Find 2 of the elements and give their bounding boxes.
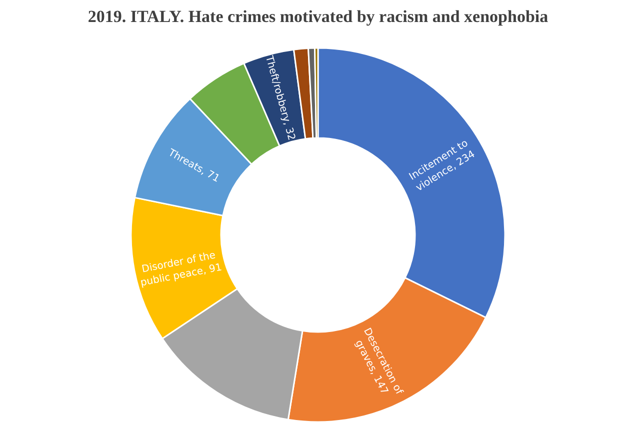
slice-label: Disorder of the public peace, 91 [140, 250, 223, 289]
chart-title: 2019. ITALY. Hate crimes motivated by racism and xenophobia [88, 7, 549, 26]
